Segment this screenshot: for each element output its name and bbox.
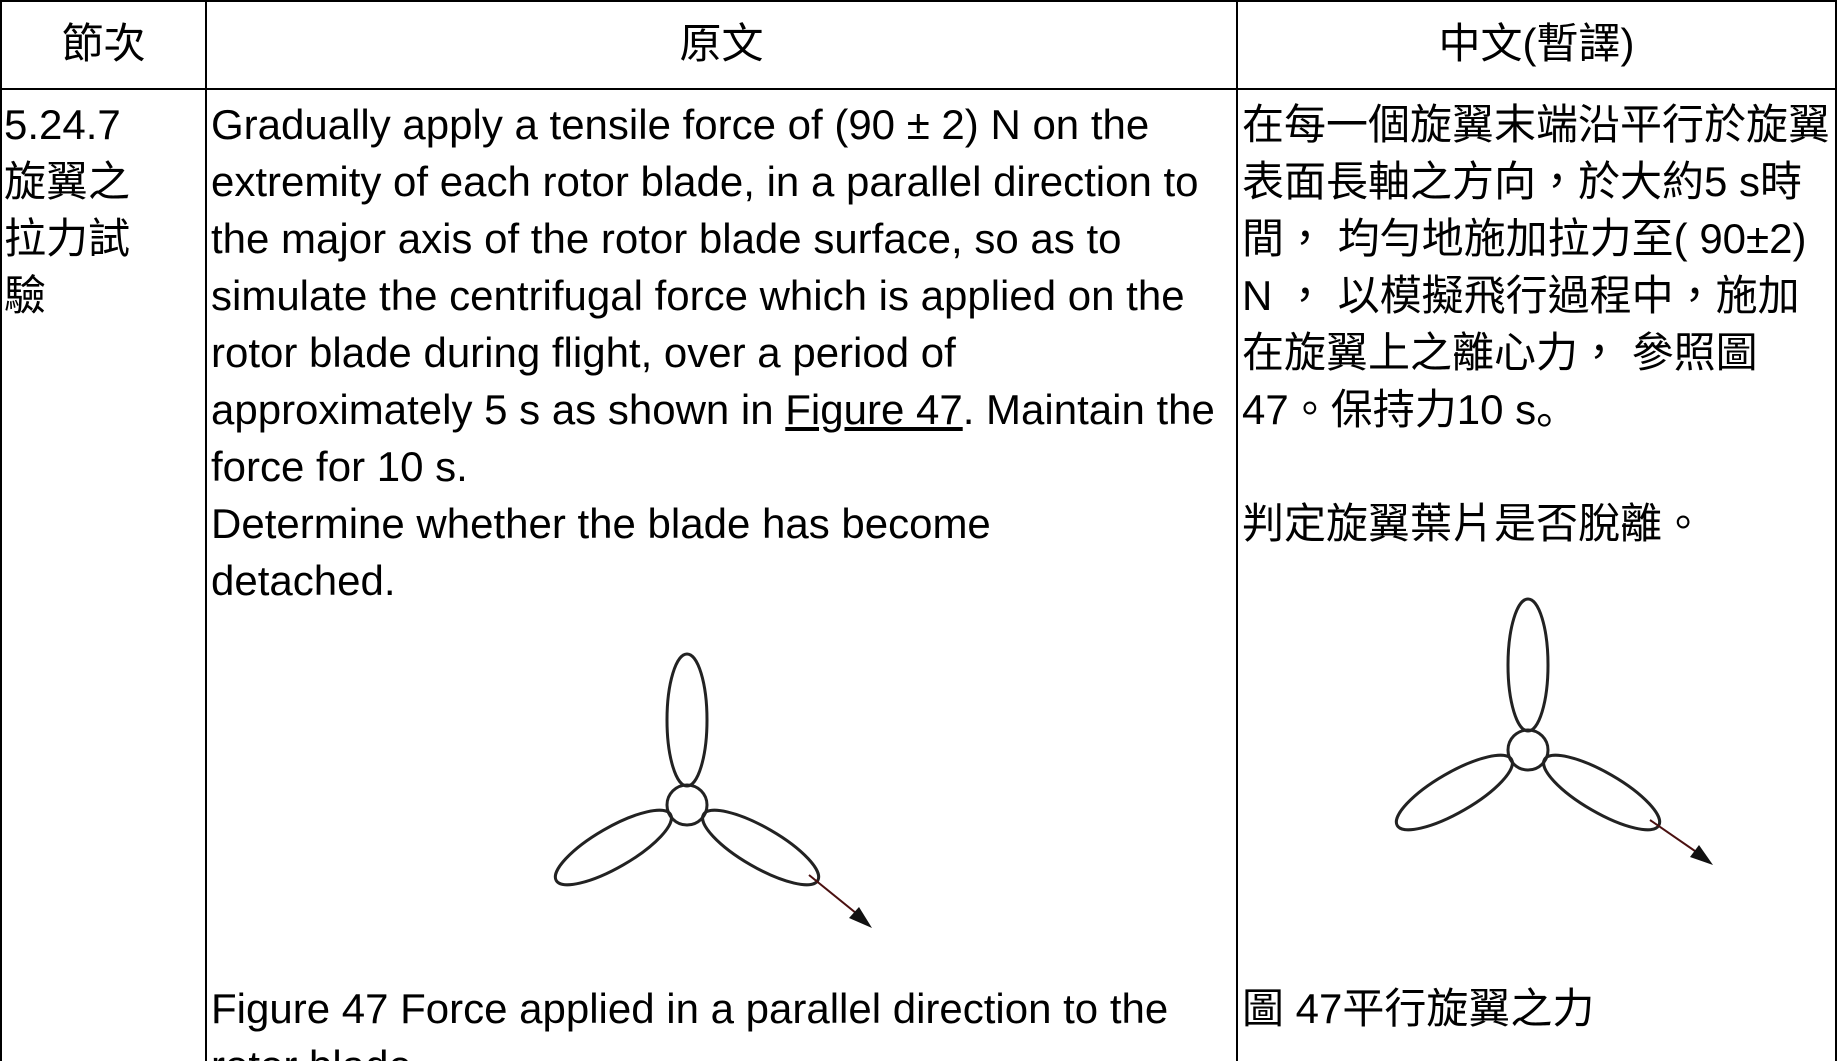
rotor-figure xyxy=(553,652,872,928)
chinese-determine: 判定旋翼葉片是否脫離。 xyxy=(1242,500,1705,547)
header: 中文(暫譯) xyxy=(1438,20,1635,67)
chinese-text: 在每一個旋翼末端沿平行於旋翼表面長軸之方向，於大約5 s時間， 均勻地施加拉力至… xyxy=(1242,101,1831,433)
original-text: Gradually apply a tensile force of (90 ±… xyxy=(211,96,1226,495)
header: 節次 xyxy=(61,20,146,67)
header-cell: 原文 xyxy=(205,0,1236,88)
header-cell: 節次 xyxy=(0,0,205,88)
figure-link[interactable]: Figure 47 xyxy=(785,386,963,433)
section-number: 5.24.7 xyxy=(4,101,121,148)
chinese-cell: 在每一個旋翼末端沿平行於旋翼表面長軸之方向，於大約5 s時間， 均勻地施加拉力至… xyxy=(1236,88,1837,1061)
chinese-caption: 圖 47平行旋翼之力 xyxy=(1242,985,1595,1032)
text: . Maintain the force for 10 s. xyxy=(211,386,1215,490)
determine-text: Determine whether the blade has become d… xyxy=(211,500,991,604)
header: 原文 xyxy=(679,20,764,67)
text: Gradually apply a tensile force of (90 ±… xyxy=(211,101,1199,433)
rotor-figure xyxy=(1394,597,1713,865)
header-cell: 中文(暫譯) xyxy=(1236,0,1837,88)
section-cell: 5.24.7 旋翼之拉力試驗 xyxy=(0,88,205,1061)
figure-caption: Figure 47 Force applied in a parallel di… xyxy=(211,985,1169,1061)
original-cell: Gradually apply a tensile force of (90 ±… xyxy=(205,88,1236,1061)
section-title: 旋翼之拉力試驗 xyxy=(4,158,131,319)
